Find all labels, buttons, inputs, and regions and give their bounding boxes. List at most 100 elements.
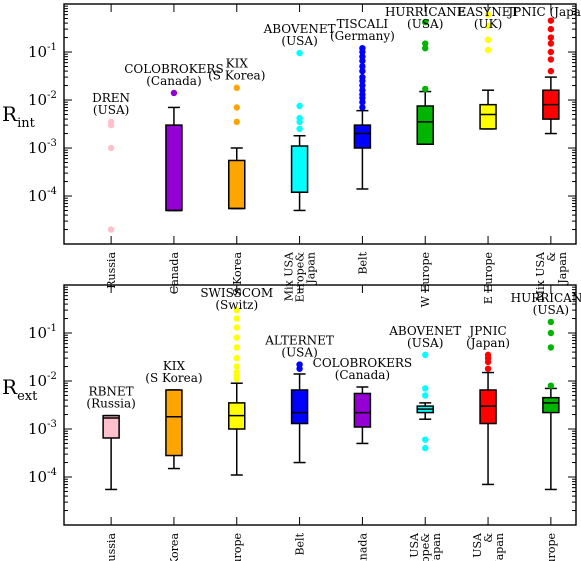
provider-annotation: COLOBROKERS: [313, 356, 413, 370]
provider-annotation: (Japan): [466, 336, 510, 350]
x-tick-label-line: &: [482, 533, 495, 543]
panel-r-int: Rint 10-410-310-210-1DREN(USA)RussiaCOLO…: [2, 3, 581, 307]
provider-annotation: ALTERNET: [264, 334, 334, 348]
provider-annotation: (USA): [407, 17, 443, 31]
y-axis-label: Rint: [2, 102, 36, 131]
y-tick-label: 10-2: [28, 371, 57, 390]
x-tick-label: E Europe: [482, 252, 495, 304]
provider-annotation: RBNET: [89, 385, 134, 399]
provider-annotation: (USA): [407, 336, 443, 350]
provider-annotation: (USA): [281, 34, 317, 48]
y-tick-label: 10-3: [28, 138, 57, 157]
x-tick-label-line: Japan: [430, 533, 443, 561]
box: [353, 124, 372, 149]
x-tick-label: Belt: [356, 251, 369, 274]
outlier-point: [547, 56, 555, 63]
box: [353, 392, 372, 428]
outlier-point: [422, 44, 429, 52]
outlier-point: [547, 48, 555, 56]
x-tick-label: Russia: [105, 533, 118, 561]
outlier-point: [233, 84, 240, 91]
outlier-point: [547, 329, 555, 337]
provider-annotation: DREN: [92, 91, 130, 105]
outlier-point: [170, 89, 178, 97]
provider-annotation: ABOVENET: [263, 22, 336, 36]
outlier-point: [359, 73, 366, 81]
outlier-point: [296, 361, 303, 368]
y-tick-label: 10-4: [28, 186, 57, 205]
x-tick-label: W Europe: [545, 533, 558, 561]
x-tick-label-line: Mix USA: [283, 251, 296, 301]
outlier-point: [296, 125, 303, 133]
outlier-point: [422, 351, 429, 359]
outlier-point: [484, 365, 492, 372]
x-tick-label-line: Belt: [356, 251, 369, 274]
x-tick-label-line: Mix USA: [534, 251, 547, 301]
x-tick-label-line: Europe&: [294, 252, 307, 303]
outlier-point: [547, 40, 555, 47]
y-tick-label: 10-1: [28, 323, 57, 342]
box: [102, 414, 120, 439]
provider-annotation: (S Korea): [145, 371, 202, 385]
y-axis-label: Rext: [2, 375, 38, 404]
outlier-point: [484, 36, 492, 43]
outlier-point: [107, 144, 115, 152]
x-tick-label-line: Japan: [556, 252, 569, 285]
y-axis-label-subscript: int: [17, 116, 36, 131]
x-tick-label: Russia: [105, 252, 118, 289]
outlier-point: [422, 444, 429, 452]
y-tick-label: 10-3: [28, 419, 57, 438]
provider-annotation: (Germany): [330, 29, 395, 43]
x-tick-label: Belt: [294, 532, 307, 555]
box: [165, 389, 183, 457]
box: [542, 396, 560, 414]
provider-annotation: (S Korea): [208, 69, 265, 83]
outlier-point: [233, 363, 240, 370]
x-tick-label-line: W Europe: [419, 252, 432, 307]
x-tick-label-line: Mix USA: [408, 532, 421, 561]
plot-frame: [63, 3, 577, 245]
outlier-point: [359, 44, 366, 52]
box: [479, 103, 497, 130]
x-tick-label-line: Belt: [294, 532, 307, 555]
box: [165, 124, 183, 212]
outlier-point: [547, 344, 555, 351]
outlier-point: [422, 40, 429, 47]
provider-annotation: (USA): [533, 303, 569, 317]
provider-annotation: (Canada): [335, 368, 390, 382]
provider-annotation: JPNIC: [467, 324, 506, 338]
outlier-point: [359, 104, 366, 111]
provider-annotation: TISCALI: [337, 17, 389, 31]
outlier-point: [359, 63, 366, 70]
outlier-point: [547, 34, 555, 41]
provider-annotation: HURRICANE: [511, 291, 581, 305]
outlier-point: [233, 118, 240, 126]
outlier-point: [422, 385, 429, 392]
provider-annotation: HURRICANE: [385, 5, 466, 19]
box: [416, 105, 434, 145]
provider-annotation: KIX: [226, 57, 249, 71]
outlier-point: [422, 392, 429, 399]
provider-annotation: SWISSCOM: [200, 286, 273, 300]
outlier-point: [233, 334, 240, 341]
outlier-point: [107, 226, 115, 233]
provider-annotation: ABOVENET: [388, 324, 461, 338]
outlier-point: [233, 354, 240, 362]
x-tick-label-line: E Europe: [231, 533, 244, 561]
box: [228, 159, 246, 210]
outlier-point: [422, 436, 429, 443]
outlier-point: [296, 102, 303, 110]
x-tick-label-line: Canada: [168, 252, 181, 295]
provider-annotation: (Canada): [146, 74, 201, 88]
x-tick-label: W Europe: [419, 252, 432, 307]
outlier-point: [547, 318, 555, 326]
outlier-point: [233, 306, 240, 314]
x-tick-label-line: Russia: [105, 533, 118, 561]
outlier-point: [547, 67, 555, 75]
x-tick-label-line: Mix USA: [471, 532, 484, 561]
outlier-point: [422, 85, 429, 93]
outlier-point: [233, 324, 240, 331]
provider-annotation: COLOBROKERS: [124, 62, 224, 76]
